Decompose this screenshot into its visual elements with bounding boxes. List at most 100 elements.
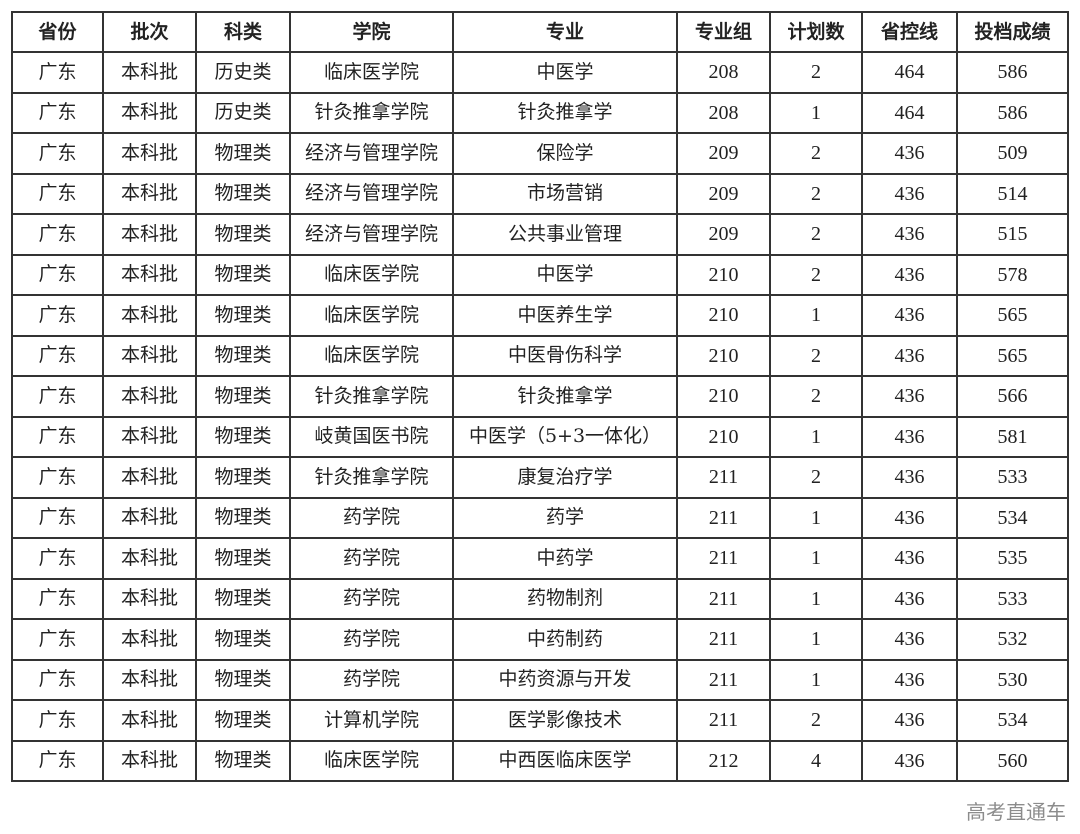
cell-plan-count: 1 xyxy=(769,415,863,458)
cell-province: 广东 xyxy=(11,658,104,701)
cell-plan-count: 2 xyxy=(769,253,863,296)
cell-control-line: 436 xyxy=(861,699,958,742)
table-row: 广东 本科批 物理类 临床医学院 中医骨伤科学 210 2 436 565 xyxy=(11,334,1069,377)
cell-subject-type: 物理类 xyxy=(195,537,291,580)
cell-subject-type: 物理类 xyxy=(195,213,291,256)
cell-major-group: 210 xyxy=(676,294,771,337)
cell-batch: 本科批 xyxy=(102,294,197,337)
table-row: 广东 本科批 物理类 经济与管理学院 市场营销 209 2 436 514 xyxy=(11,172,1069,215)
cell-province: 广东 xyxy=(11,91,104,134)
cell-subject-type: 物理类 xyxy=(195,415,291,458)
cell-major-group: 211 xyxy=(676,699,771,742)
cell-major: 保险学 xyxy=(452,132,678,175)
cell-college: 药学院 xyxy=(289,496,454,539)
cell-college: 临床医学院 xyxy=(289,334,454,377)
table-row: 广东 本科批 物理类 针灸推拿学院 针灸推拿学 210 2 436 566 xyxy=(11,375,1069,418)
cell-major-group: 211 xyxy=(676,658,771,701)
cell-batch: 本科批 xyxy=(102,213,197,256)
cell-control-line: 436 xyxy=(861,253,958,296)
cell-plan-count: 1 xyxy=(769,537,863,580)
cell-plan-count: 1 xyxy=(769,294,863,337)
cell-admission-score: 534 xyxy=(956,699,1069,742)
cell-college: 临床医学院 xyxy=(289,253,454,296)
cell-batch: 本科批 xyxy=(102,375,197,418)
header-major-group: 专业组 xyxy=(676,11,771,53)
cell-batch: 本科批 xyxy=(102,456,197,499)
cell-major-group: 211 xyxy=(676,618,771,661)
cell-control-line: 436 xyxy=(861,537,958,580)
cell-province: 广东 xyxy=(11,496,104,539)
cell-admission-score: 532 xyxy=(956,618,1069,661)
cell-major: 公共事业管理 xyxy=(452,213,678,256)
cell-major: 中药制药 xyxy=(452,618,678,661)
cell-major-group: 211 xyxy=(676,537,771,580)
cell-subject-type: 物理类 xyxy=(195,577,291,620)
cell-admission-score: 530 xyxy=(956,658,1069,701)
cell-batch: 本科批 xyxy=(102,577,197,620)
cell-college: 临床医学院 xyxy=(289,739,454,782)
cell-batch: 本科批 xyxy=(102,172,197,215)
cell-province: 广东 xyxy=(11,51,104,94)
header-major: 专业 xyxy=(452,11,678,53)
cell-control-line: 436 xyxy=(861,375,958,418)
header-control-line: 省控线 xyxy=(861,11,958,53)
table-row: 广东 本科批 物理类 临床医学院 中医学 210 2 436 578 xyxy=(11,253,1069,296)
cell-major: 针灸推拿学 xyxy=(452,375,678,418)
table-row: 广东 本科批 物理类 经济与管理学院 公共事业管理 209 2 436 515 xyxy=(11,213,1069,256)
header-plan-count: 计划数 xyxy=(769,11,863,53)
cell-subject-type: 物理类 xyxy=(195,172,291,215)
cell-major-group: 211 xyxy=(676,456,771,499)
cell-province: 广东 xyxy=(11,739,104,782)
cell-subject-type: 物理类 xyxy=(195,294,291,337)
cell-major: 中西医临床医学 xyxy=(452,739,678,782)
cell-subject-type: 物理类 xyxy=(195,334,291,377)
cell-college: 针灸推拿学院 xyxy=(289,456,454,499)
cell-province: 广东 xyxy=(11,375,104,418)
cell-control-line: 436 xyxy=(861,334,958,377)
cell-admission-score: 581 xyxy=(956,415,1069,458)
table-row: 广东 本科批 物理类 药学院 中药制药 211 1 436 532 xyxy=(11,618,1069,661)
cell-province: 广东 xyxy=(11,537,104,580)
cell-college: 经济与管理学院 xyxy=(289,172,454,215)
table-row: 广东 本科批 物理类 药学院 药物制剂 211 1 436 533 xyxy=(11,577,1069,620)
cell-major: 中医骨伤科学 xyxy=(452,334,678,377)
cell-batch: 本科批 xyxy=(102,334,197,377)
cell-major: 中医学（5+3一体化） xyxy=(452,415,678,458)
cell-college: 药学院 xyxy=(289,537,454,580)
cell-province: 广东 xyxy=(11,253,104,296)
cell-college: 药学院 xyxy=(289,658,454,701)
cell-batch: 本科批 xyxy=(102,415,197,458)
table-row: 广东 本科批 物理类 岐黄国医书院 中医学（5+3一体化） 210 1 436 581 xyxy=(11,415,1069,458)
cell-control-line: 436 xyxy=(861,658,958,701)
cell-subject-type: 历史类 xyxy=(195,51,291,94)
header-province: 省份 xyxy=(11,11,104,53)
cell-college: 经济与管理学院 xyxy=(289,132,454,175)
header-subject-type: 科类 xyxy=(195,11,291,53)
cell-subject-type: 物理类 xyxy=(195,496,291,539)
cell-admission-score: 565 xyxy=(956,334,1069,377)
cell-college: 临床医学院 xyxy=(289,51,454,94)
cell-control-line: 436 xyxy=(861,132,958,175)
cell-province: 广东 xyxy=(11,699,104,742)
cell-admission-score: 586 xyxy=(956,51,1069,94)
cell-major-group: 211 xyxy=(676,577,771,620)
cell-subject-type: 物理类 xyxy=(195,618,291,661)
cell-major: 医学影像技术 xyxy=(452,699,678,742)
cell-college: 药学院 xyxy=(289,577,454,620)
cell-plan-count: 2 xyxy=(769,456,863,499)
cell-province: 广东 xyxy=(11,456,104,499)
table-row: 广东 本科批 物理类 计算机学院 医学影像技术 211 2 436 534 xyxy=(11,699,1069,742)
cell-major: 中医养生学 xyxy=(452,294,678,337)
table-body: 广东 本科批 历史类 临床医学院 中医学 208 2 464 586 广东 本科批 历史类 针灸推拿学院… xyxy=(11,51,1069,782)
cell-control-line: 464 xyxy=(861,51,958,94)
cell-major-group: 210 xyxy=(676,334,771,377)
cell-batch: 本科批 xyxy=(102,537,197,580)
cell-plan-count: 2 xyxy=(769,375,863,418)
cell-plan-count: 2 xyxy=(769,172,863,215)
cell-admission-score: 565 xyxy=(956,294,1069,337)
cell-plan-count: 1 xyxy=(769,618,863,661)
table-row: 广东 本科批 历史类 针灸推拿学院 针灸推拿学 208 1 464 586 xyxy=(11,91,1069,134)
cell-province: 广东 xyxy=(11,132,104,175)
cell-plan-count: 4 xyxy=(769,739,863,782)
cell-college: 岐黄国医书院 xyxy=(289,415,454,458)
